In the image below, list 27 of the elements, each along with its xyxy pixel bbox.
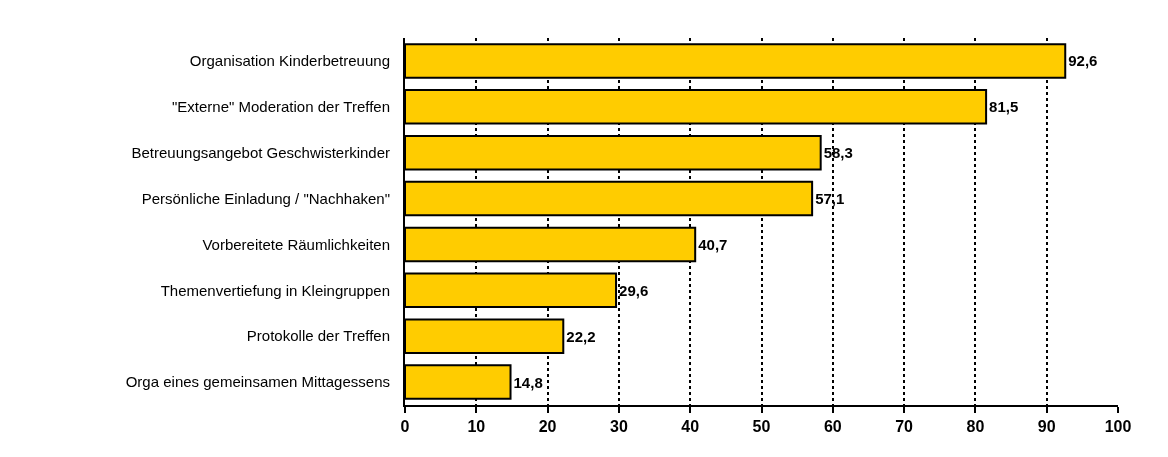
y-tick-label: Betreuungsangebot Geschwisterkinder bbox=[131, 143, 390, 161]
data-label: 14,8 bbox=[513, 373, 543, 391]
x-tick-label: 80 bbox=[966, 418, 985, 436]
data-label: 92,6 bbox=[1068, 52, 1098, 70]
x-tick-label: 70 bbox=[895, 418, 914, 436]
x-tick-label: 50 bbox=[752, 418, 771, 436]
data-label: 40,7 bbox=[698, 235, 728, 253]
x-tick-label: 10 bbox=[467, 418, 486, 436]
data-label: 29,6 bbox=[619, 281, 649, 299]
x-tick-label: 90 bbox=[1037, 418, 1056, 436]
x-tick-label: 60 bbox=[823, 418, 842, 436]
y-tick-label: Protokolle der Treffen bbox=[246, 327, 390, 345]
y-tick-label: Orga eines gemeinsamen Mittagessens bbox=[125, 373, 390, 391]
data-label: 81,5 bbox=[989, 98, 1019, 116]
x-tick-label: 40 bbox=[681, 418, 700, 436]
x-tick-label: 0 bbox=[400, 418, 410, 436]
data-label: 22,2 bbox=[566, 327, 596, 345]
y-tick-label: Themenvertiefung in Kleingruppen bbox=[160, 281, 390, 299]
x-tick-label: 30 bbox=[610, 418, 628, 436]
data-label: 57,1 bbox=[815, 190, 845, 208]
y-tick-label: Organisation Kinderbetreuung bbox=[189, 52, 390, 70]
y-tick-label: "Externe" Moderation der Treffen bbox=[172, 98, 390, 116]
y-tick-label: Vorbereitete Räumlichkeiten bbox=[202, 235, 390, 253]
y-tick-label: Persönliche Einladung / "Nachhaken" bbox=[141, 189, 390, 207]
data-label: 58,3 bbox=[823, 144, 853, 162]
x-tick-label: 20 bbox=[538, 418, 557, 436]
x-tick-label: 100 bbox=[1104, 418, 1132, 436]
